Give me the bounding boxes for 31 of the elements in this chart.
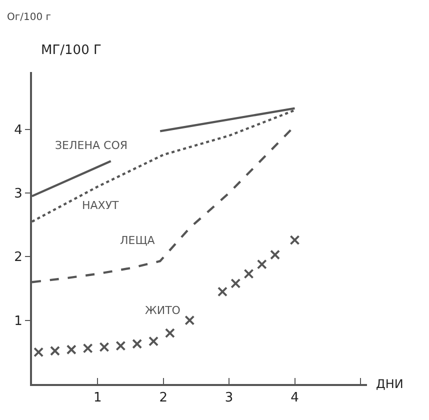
point (66, 344, 76, 355)
y-tick-label: 4 (14, 122, 22, 138)
series-label: ЛЕЩА (120, 234, 156, 247)
point (132, 338, 142, 349)
point (50, 346, 60, 356)
point (270, 250, 280, 260)
point (217, 286, 228, 297)
text: Ог/100 г (7, 12, 52, 23)
point (256, 259, 267, 270)
x-axis-title: ДНИ (376, 377, 404, 391)
y-tick-label: 3 (14, 186, 22, 202)
point (116, 340, 126, 351)
series-label: НАХУТ (82, 199, 120, 212)
point (99, 342, 110, 352)
point (148, 336, 159, 346)
series-label: ЗЕЛЕНА СОЯ (55, 139, 128, 152)
x-tick-label: 3 (224, 390, 234, 406)
point (290, 235, 300, 246)
point (34, 347, 44, 358)
x-tick-label: 4 (290, 390, 299, 406)
y-axis-title: МГ/100 Г (41, 43, 102, 58)
point (164, 328, 175, 338)
point (82, 343, 93, 354)
x-tick-label: 2 (159, 390, 168, 406)
y-tick-label: 1 (14, 314, 22, 329)
point (230, 278, 241, 288)
y-tick-label: 2 (14, 250, 22, 266)
point (244, 268, 254, 279)
x-tick-label: 1 (94, 390, 102, 406)
point (184, 315, 195, 326)
series-label: ЖИТО (145, 304, 181, 317)
